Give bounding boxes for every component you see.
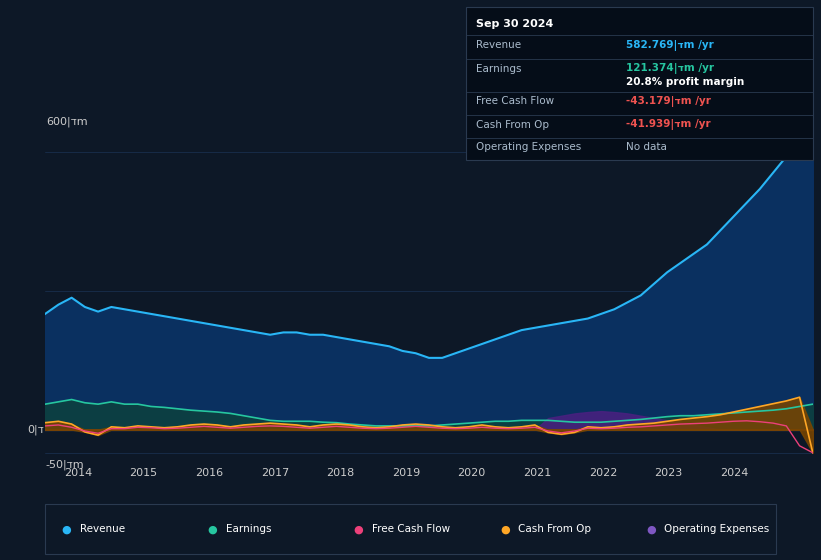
Text: Cash From Op: Cash From Op <box>518 524 591 534</box>
Text: Sep 30 2024: Sep 30 2024 <box>476 19 553 29</box>
Text: -50|דm: -50|דm <box>46 459 85 470</box>
Text: 121.374|דm /yr: 121.374|דm /yr <box>626 63 714 74</box>
Text: 600|דm: 600|דm <box>46 116 88 127</box>
Text: ●: ● <box>646 524 656 534</box>
Text: Earnings: Earnings <box>476 64 521 74</box>
Text: ●: ● <box>354 524 364 534</box>
Text: Revenue: Revenue <box>476 40 521 50</box>
Text: Revenue: Revenue <box>80 524 125 534</box>
Text: No data: No data <box>626 142 667 152</box>
Text: Earnings: Earnings <box>226 524 271 534</box>
Text: ●: ● <box>208 524 218 534</box>
Text: 582.769|דm /yr: 582.769|דm /yr <box>626 40 714 51</box>
Text: Cash From Op: Cash From Op <box>476 120 549 130</box>
Text: -41.939|דm /yr: -41.939|דm /yr <box>626 119 711 130</box>
Text: Free Cash Flow: Free Cash Flow <box>372 524 450 534</box>
Text: Operating Expenses: Operating Expenses <box>664 524 769 534</box>
Text: Free Cash Flow: Free Cash Flow <box>476 96 554 106</box>
Text: 0|ד: 0|ד <box>27 424 44 435</box>
Text: Operating Expenses: Operating Expenses <box>476 142 581 152</box>
Text: -43.179|דm /yr: -43.179|דm /yr <box>626 96 711 107</box>
Text: 20.8% profit margin: 20.8% profit margin <box>626 77 745 87</box>
Text: ●: ● <box>62 524 71 534</box>
Text: ●: ● <box>500 524 510 534</box>
